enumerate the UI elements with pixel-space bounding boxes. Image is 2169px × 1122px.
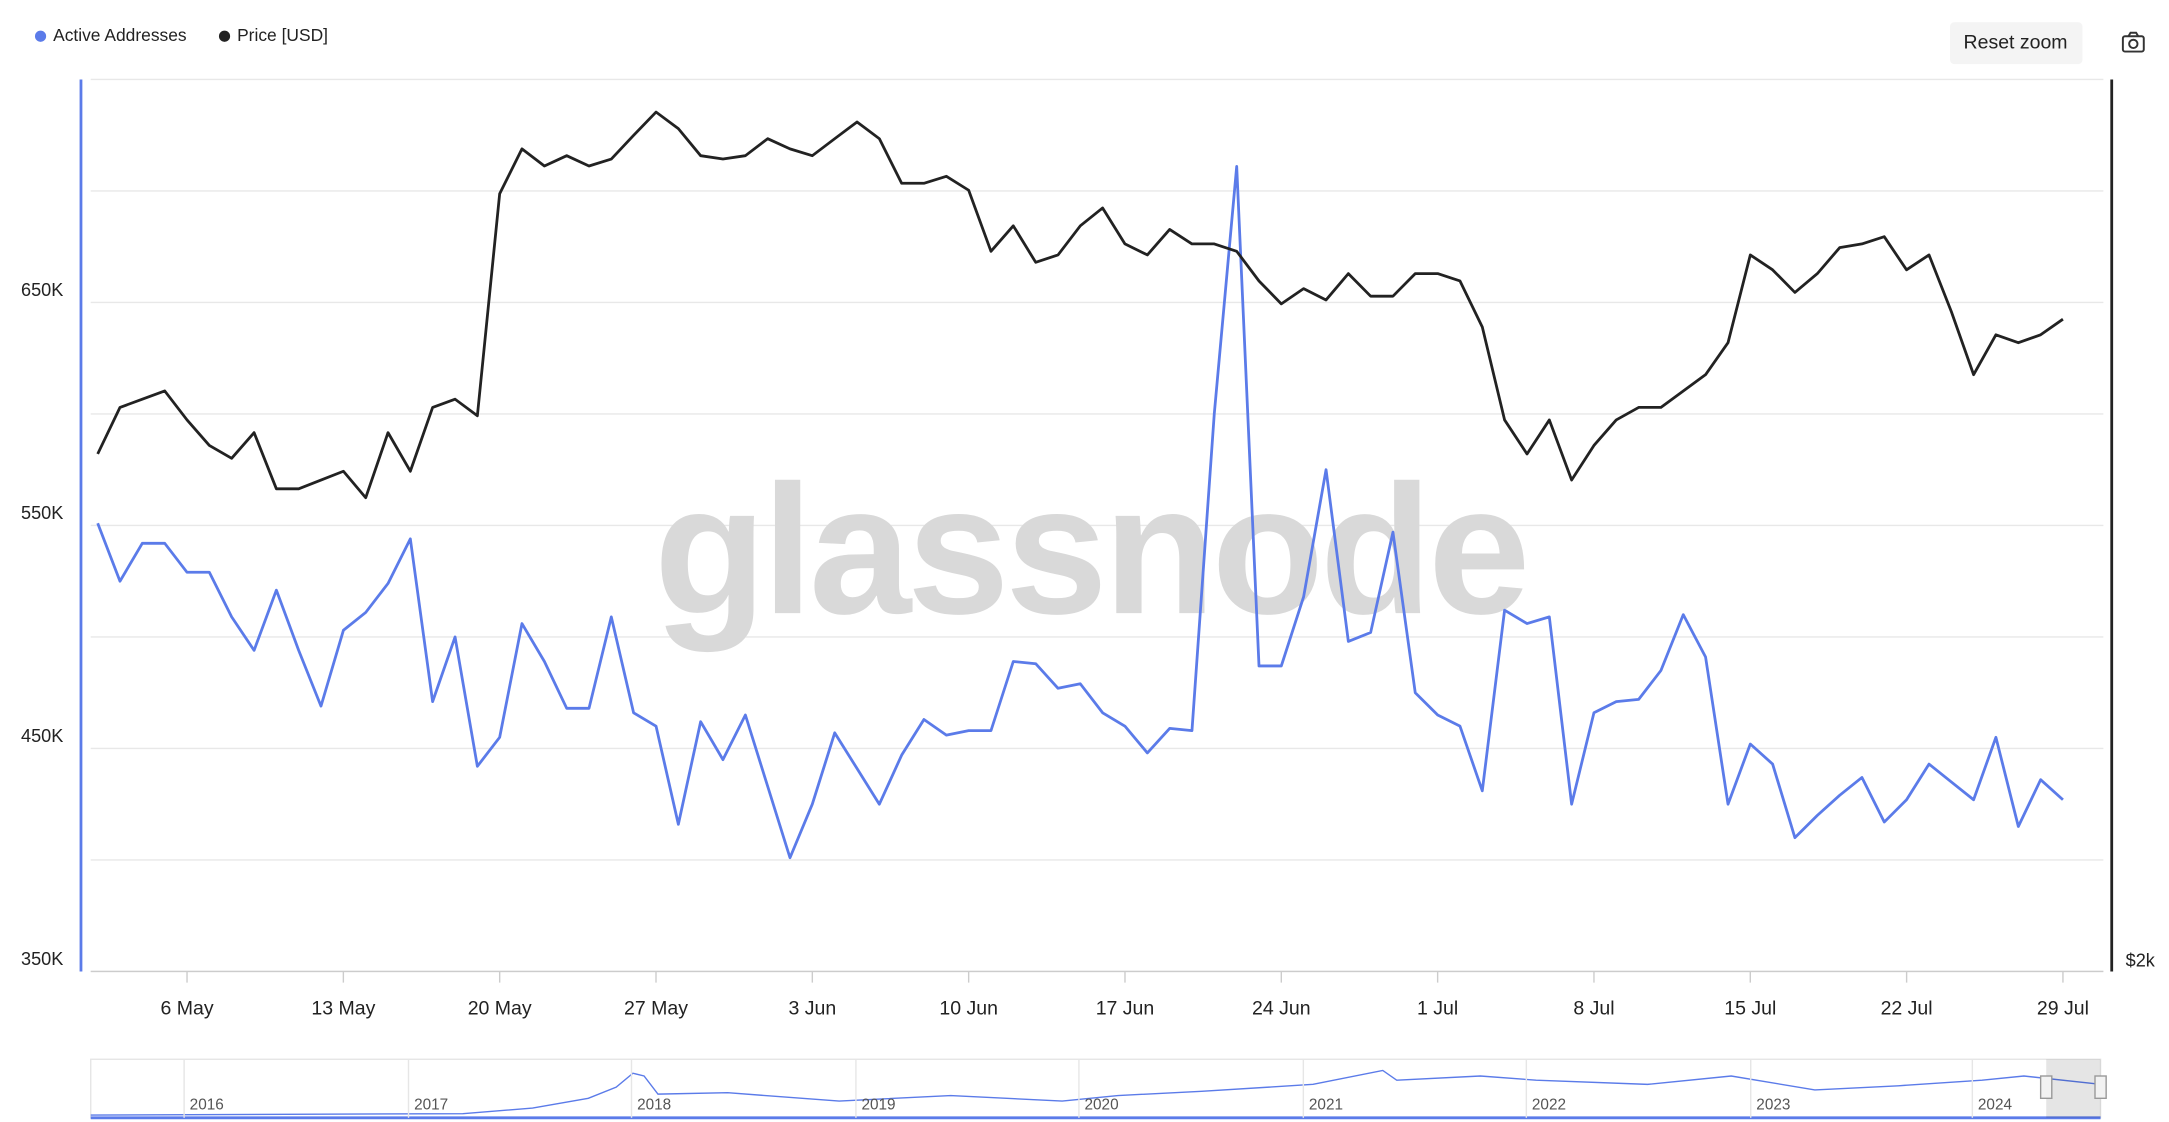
x-tick-label: 22 Jul [1881,997,1933,1019]
legend-marker [34,30,47,42]
reset-zoom-label[interactable]: Reset zoom [1964,31,2068,53]
navigator-year: 2019 [861,1096,895,1113]
navigator-year: 2022 [1532,1096,1566,1113]
y-tick-label: 450K [21,726,63,746]
navigator-year: 2021 [1309,1096,1343,1113]
x-tick-label: 24 Jun [1252,997,1311,1019]
legend-marker [218,30,231,42]
legend-label: Active Addresses [53,25,187,45]
x-tick-label: 3 Jun [788,997,836,1019]
navigator-selection[interactable] [2046,1059,2101,1118]
camera-icon[interactable] [2121,31,2145,53]
navigator-year: 2018 [637,1096,671,1113]
navigator-year: 2016 [190,1096,224,1113]
reset-zoom-button[interactable] [1950,22,2083,65]
navigator-year: 2017 [414,1096,448,1113]
navigator-year: 2024 [1978,1096,2013,1113]
legend-label: Price [USD] [237,25,328,45]
navigator-year: 2023 [1756,1096,1790,1113]
x-tick-label: 29 Jul [2037,997,2089,1019]
x-tick-label: 20 May [468,997,532,1019]
x-tick-label: 8 Jul [1573,997,1614,1019]
y-tick-label: 650K [21,280,63,300]
x-tick-label: 27 May [624,997,688,1019]
series-line [96,110,2064,500]
x-tick-label: 1 Jul [1417,997,1458,1019]
navigator-line [90,1069,2101,1116]
x-tick-label: 15 Jul [1724,997,1776,1019]
y-tick-label: 350K [21,949,63,969]
x-tick-label: 13 May [311,997,375,1019]
y2-tick-label: $2k [2126,950,2156,970]
x-tick-label: 17 Jun [1096,997,1155,1019]
watermark: glassnode [654,446,1526,652]
navigator: 2016 2017 2018 2019 2020 2021 2022 2023 2024 [90,1058,2107,1120]
navigator-handle[interactable] [2094,1075,2107,1100]
x-tick-label: 10 Jun [939,997,998,1019]
navigator-handle[interactable] [2039,1075,2053,1100]
navigator-year: 2020 [1084,1096,1118,1113]
x-tick-label: 6 May [160,997,213,1019]
y-tick-label: 550K [21,503,63,523]
series-line [96,165,2064,860]
